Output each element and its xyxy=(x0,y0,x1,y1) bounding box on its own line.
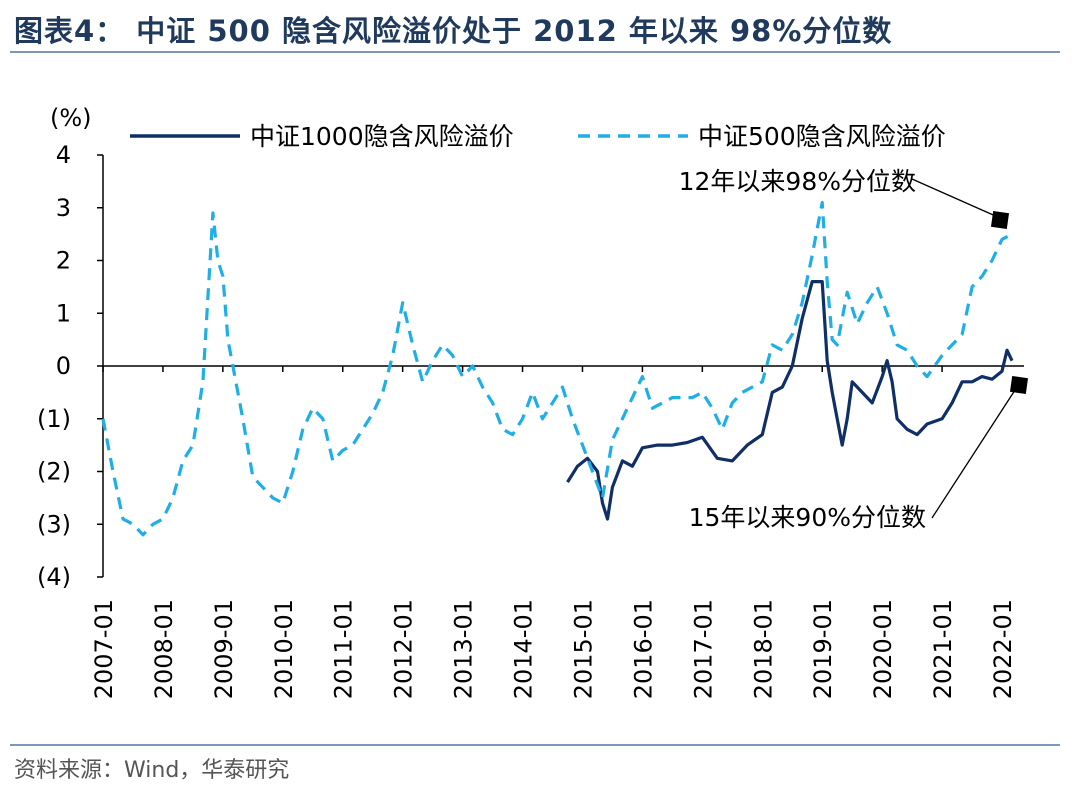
annotation-90pct-marker xyxy=(1009,375,1029,395)
x-tick-label: 2007-01 xyxy=(90,599,118,699)
x-tick-label: 2020-01 xyxy=(869,599,897,699)
x-tick-label: 2015-01 xyxy=(569,599,597,699)
series-line-csi1000 xyxy=(566,280,1014,521)
title-divider xyxy=(10,51,1060,53)
annotation-90pct: 15年以来90%分位数 xyxy=(689,503,926,532)
x-tick-label: 2017-01 xyxy=(689,599,717,699)
x-tick-label: 2012-01 xyxy=(390,599,418,699)
y-tick-label: (1) xyxy=(37,405,71,433)
x-tick-label: 2019-01 xyxy=(809,599,837,699)
x-tick-label: 2022-01 xyxy=(989,599,1017,699)
series-line-csi500 xyxy=(101,200,1013,537)
annotation-98pct: 12年以来98%分位数 xyxy=(679,167,916,196)
legend: 中证1000隐含风险溢价 中证500隐含风险溢价 xyxy=(130,122,946,151)
legend-label-csi500: 中证500隐含风险溢价 xyxy=(698,122,946,151)
y-tick-label: (3) xyxy=(37,510,71,538)
x-tick-label: 2018-01 xyxy=(749,599,777,699)
y-tick-label: 1 xyxy=(56,299,71,327)
y-tick-label: 2 xyxy=(56,247,71,275)
legend-label-csi1000: 中证1000隐含风险溢价 xyxy=(250,122,514,151)
y-tick-label: 4 xyxy=(56,141,71,169)
y-unit-label: (%) xyxy=(50,104,92,132)
page-title: 图表4： 中证 500 隐含风险溢价处于 2012 年以来 98%分位数 xyxy=(14,14,893,48)
y-tick-label: (4) xyxy=(37,563,71,591)
x-tick-label: 2011-01 xyxy=(330,599,358,699)
y-tick-label: 3 xyxy=(56,194,71,222)
source-note: 资料来源：Wind，华泰研究 xyxy=(14,758,290,783)
annotation-90pct-leader xyxy=(931,386,1018,519)
footer-divider xyxy=(10,744,1060,746)
title-bar: 图表4： 中证 500 隐含风险溢价处于 2012 年以来 98%分位数 xyxy=(0,0,1080,52)
x-tick-label: 2009-01 xyxy=(210,599,238,699)
x-tick-label: 2013-01 xyxy=(450,599,478,699)
annotation-98pct-marker xyxy=(990,210,1010,230)
x-tick-label: 2008-01 xyxy=(150,599,178,699)
annotation-layer: 12年以来98%分位数 15年以来90%分位数 xyxy=(679,167,1029,532)
y-tick-label: 0 xyxy=(56,352,71,380)
series-layer xyxy=(101,200,1014,537)
x-tick-label: 2014-01 xyxy=(510,599,538,699)
annotation-98pct-leader xyxy=(911,178,1001,219)
x-tick-label: 2010-01 xyxy=(270,599,298,699)
x-tick-label: 2021-01 xyxy=(929,599,957,699)
y-tick-label: (2) xyxy=(37,458,71,486)
x-tick-label: 2016-01 xyxy=(629,599,657,699)
axes: 4 3 2 1 0 (1) (2) (3) (4) 2007-01 2008-01 2009-01 20… xyxy=(37,141,1024,699)
line-chart: (%) 中证1000隐含风险溢价 中证500隐含风险溢价 4 3 2 1 0 (1) (2) (… xyxy=(37,104,1029,699)
